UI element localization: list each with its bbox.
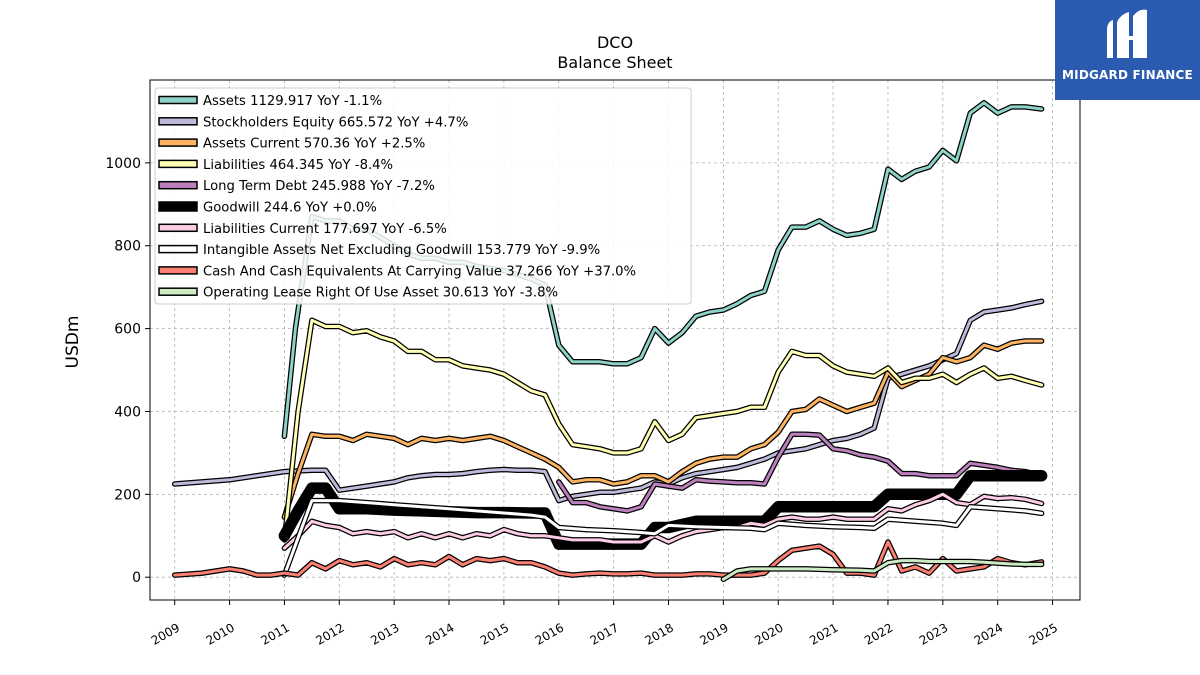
series-line-9	[721, 559, 1044, 581]
x-tick-label: 2022	[862, 620, 895, 647]
x-tick-label: 2018	[643, 620, 676, 647]
x-tick-label: 2012	[313, 620, 346, 647]
y-tick-label: 400	[114, 404, 141, 420]
x-tick-label: 2023	[917, 620, 950, 647]
legend-swatch	[158, 201, 198, 212]
brand-logo: MIDGARD FINANCE	[1055, 0, 1200, 100]
legend-label: Goodwill 244.6 YoY +0.0%	[203, 201, 377, 216]
legend-swatch	[158, 117, 198, 126]
chart-subtitle: Balance Sheet	[557, 53, 673, 72]
x-tick-label: 2013	[368, 620, 401, 647]
series-line-4	[557, 432, 1044, 513]
y-tick-label: 0	[132, 570, 141, 586]
x-tick-label: 2016	[533, 620, 566, 647]
legend-swatch	[158, 223, 198, 233]
y-tick-label: 200	[114, 487, 141, 503]
legend-label: Liabilities 464.345 YoY -8.4%	[203, 158, 393, 173]
x-tick-label: 2010	[204, 620, 237, 647]
logo-text: MIDGARD FINANCE	[1062, 68, 1193, 82]
x-tick-label: 2024	[972, 620, 1005, 647]
legend-label: Liabilities Current 177.697 YoY -6.5%	[203, 222, 447, 237]
legend-swatch	[158, 266, 198, 275]
y-tick-label: 600	[114, 322, 141, 338]
x-tick-label: 2015	[478, 620, 511, 647]
chart-title: DCO	[596, 33, 634, 52]
series-line-3	[282, 318, 1044, 542]
x-tick-label: 2020	[752, 620, 785, 647]
legend-label: Intangible Assets Net Excluding Goodwill…	[203, 243, 600, 258]
legend-label: Assets 1129.917 YoY -1.1%	[203, 94, 382, 109]
legend-label: Cash And Cash Equivalents At Carrying Va…	[203, 264, 636, 279]
legend-swatch	[158, 159, 198, 169]
x-tick-label: 2025	[1027, 620, 1060, 647]
legend-swatch	[158, 287, 198, 296]
x-tick-label: 2009	[149, 620, 182, 647]
y-axis-label: USDm	[63, 316, 83, 369]
series-line-1	[173, 299, 1044, 503]
legend-label: Assets Current 570.36 YoY +2.5%	[203, 137, 425, 152]
legend-swatch	[158, 138, 198, 147]
legend-swatch	[158, 244, 198, 254]
series-line-6	[282, 492, 1044, 550]
y-tick-label: 800	[114, 239, 141, 255]
x-tick-label: 2019	[697, 620, 730, 647]
plot-frame	[149, 79, 1081, 601]
series-line-7	[282, 499, 1044, 577]
midgard-logo-icon	[1107, 9, 1147, 59]
x-tick-label: 2017	[588, 620, 621, 647]
legend-box	[154, 87, 692, 305]
legend-swatch	[158, 180, 198, 190]
x-tick-label: 2014	[423, 620, 456, 647]
x-tick-label: 2011	[258, 620, 291, 647]
series-lines	[171, 100, 1048, 583]
series-line-8	[173, 540, 1044, 577]
legend-label: Long Term Debt 245.988 YoY -7.2%	[203, 179, 435, 194]
legend: Assets 1129.917 YoY -1.1% Stockholders Eq…	[154, 87, 692, 305]
y-tick-label: 1000	[105, 156, 141, 172]
legend-swatch	[158, 95, 198, 105]
legend-label: Stockholders Equity 665.572 YoY +4.7%	[203, 115, 468, 130]
legend-label: Operating Lease Right Of Use Asset 30.61…	[203, 286, 558, 301]
x-tick-label: 2021	[807, 620, 840, 647]
